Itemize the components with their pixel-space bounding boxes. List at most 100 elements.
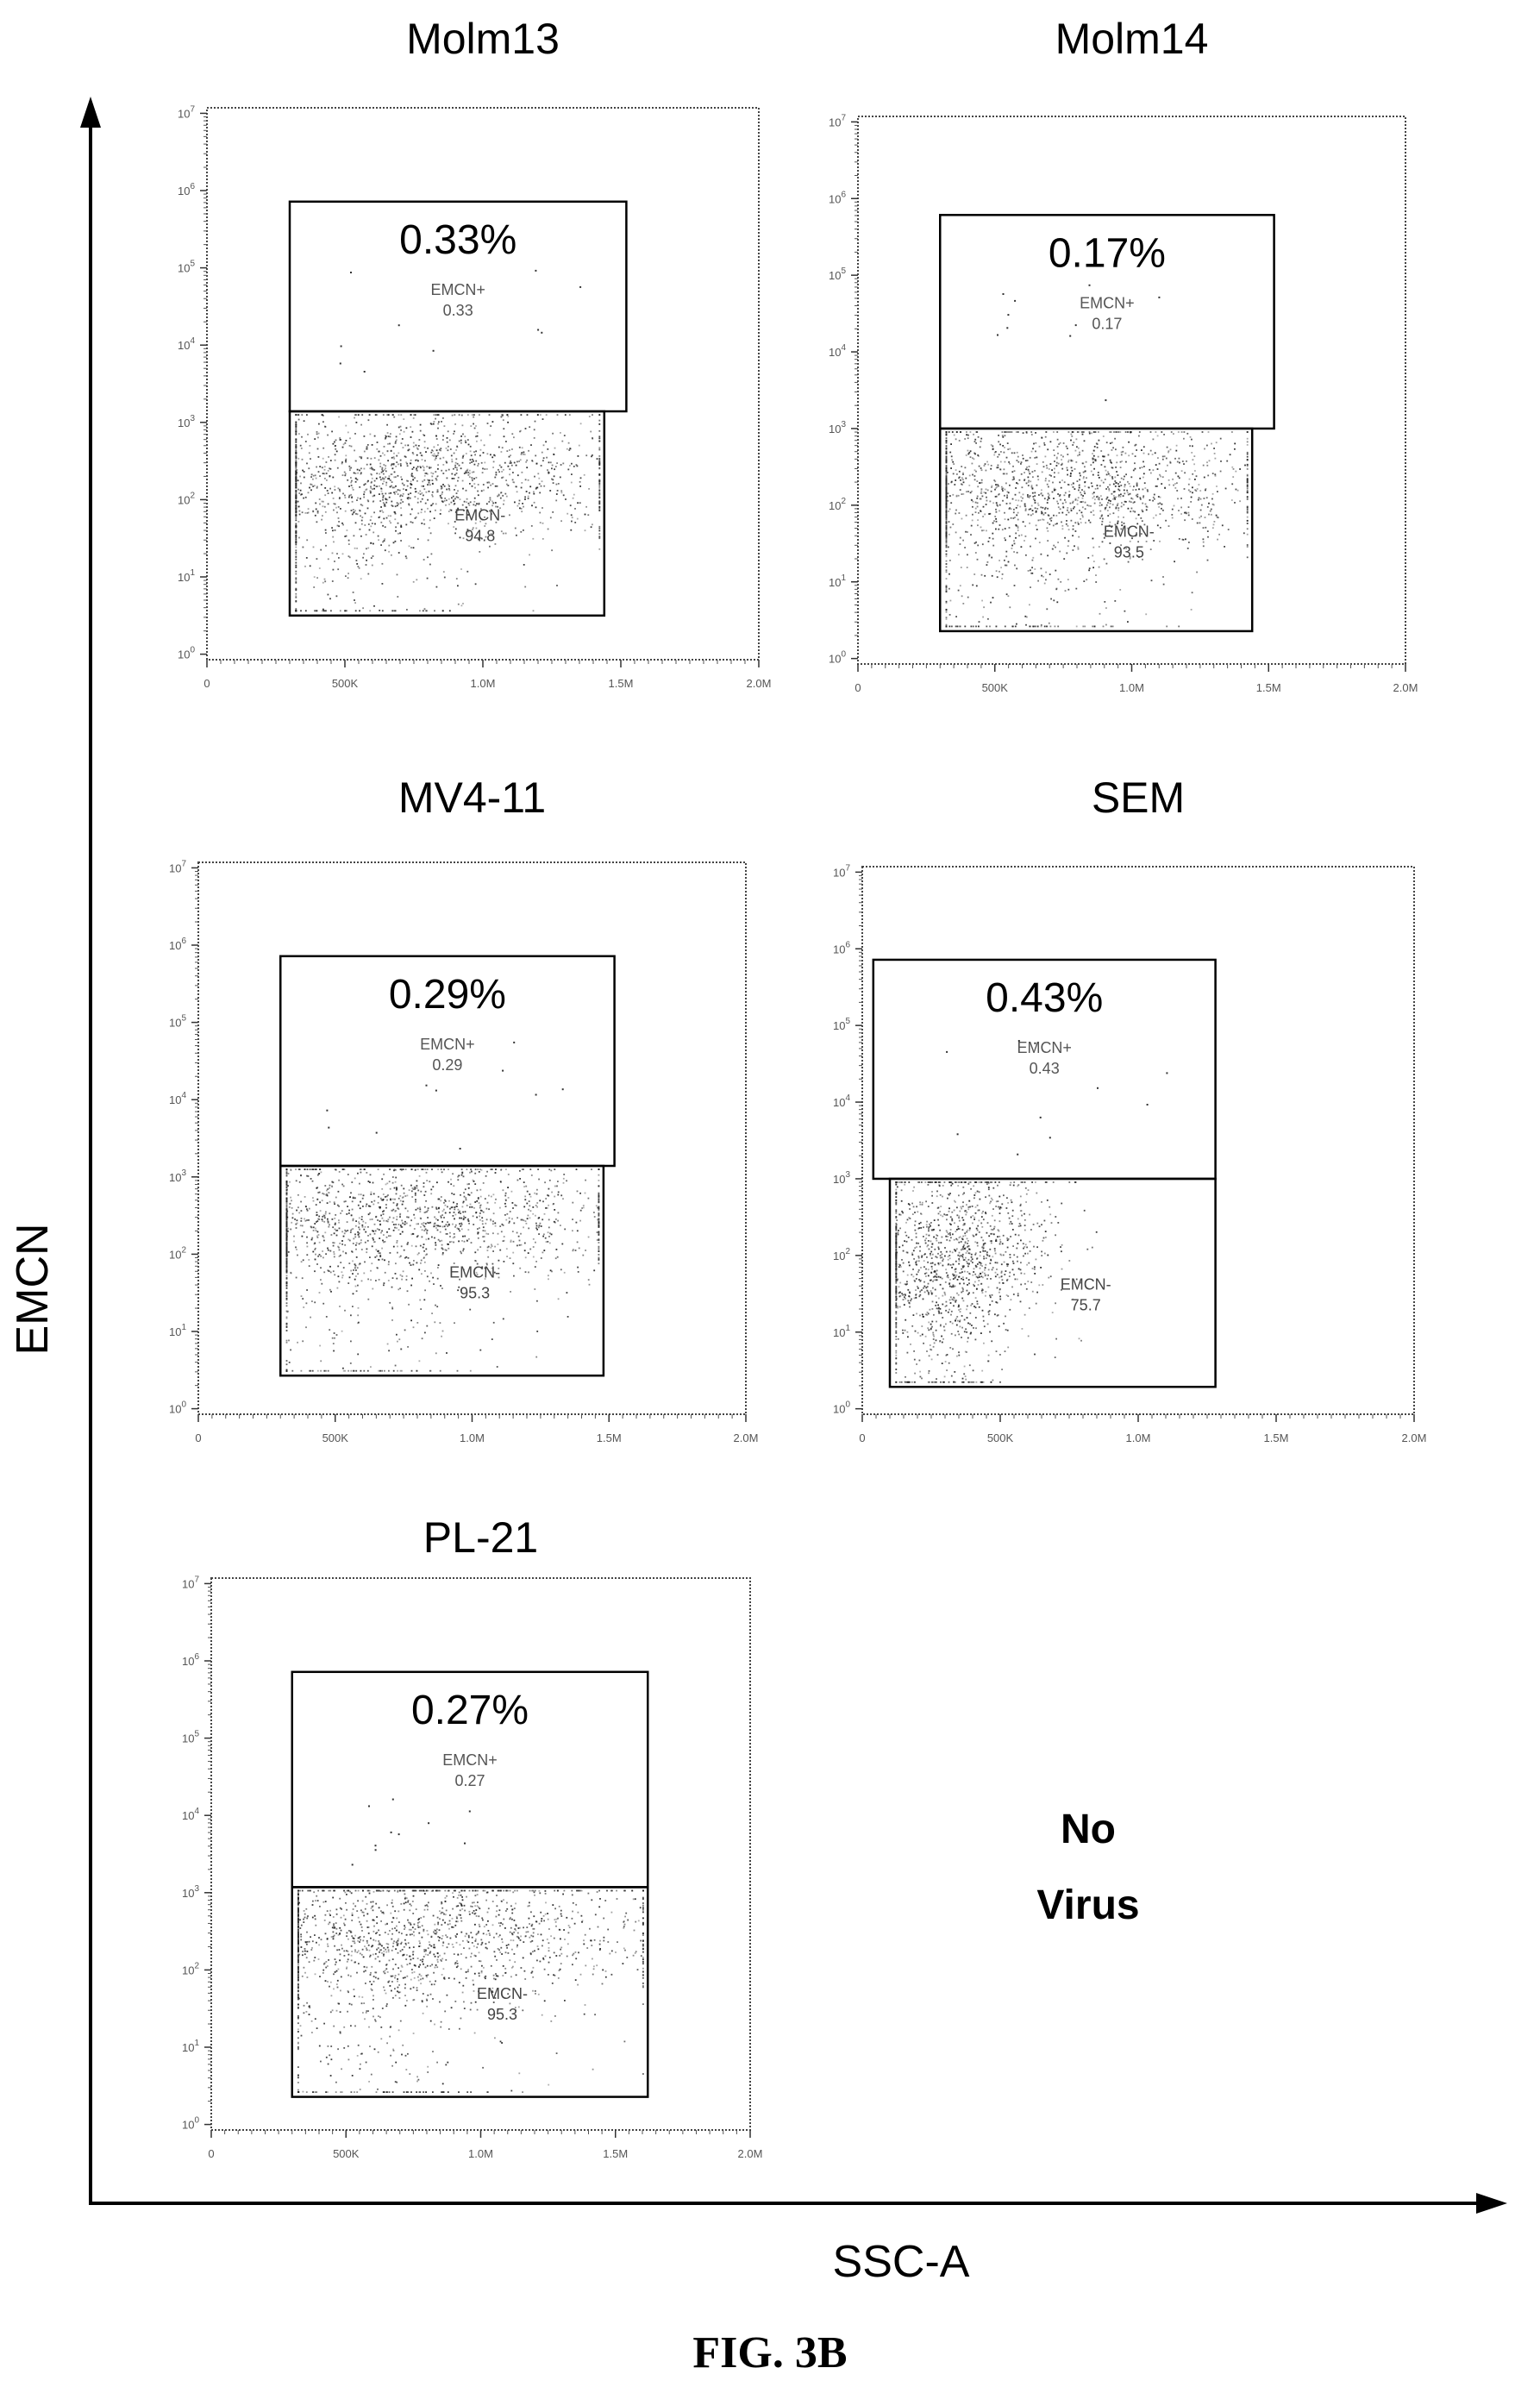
event-dot bbox=[486, 1201, 489, 1204]
event-dot bbox=[945, 492, 948, 494]
event-dot bbox=[474, 510, 476, 512]
event-dot bbox=[1202, 538, 1205, 541]
event-dot bbox=[449, 1207, 451, 1210]
event-dot bbox=[297, 1193, 299, 1196]
event-dot bbox=[379, 485, 380, 487]
event-dot bbox=[392, 446, 395, 448]
event-dot bbox=[1032, 496, 1035, 498]
event-dot bbox=[945, 440, 948, 442]
event-dot bbox=[505, 441, 507, 442]
event-dot bbox=[355, 1290, 358, 1293]
event-dot bbox=[471, 477, 473, 479]
event-dot bbox=[479, 414, 480, 416]
event-dot bbox=[497, 1243, 499, 1245]
event-dot bbox=[1196, 522, 1199, 524]
event-dot bbox=[433, 453, 435, 455]
event-dot bbox=[385, 476, 387, 479]
event-dot bbox=[1027, 476, 1030, 479]
event-dot bbox=[993, 520, 995, 523]
event-dot bbox=[423, 1230, 426, 1231]
event-dot bbox=[578, 1247, 580, 1250]
event-dot bbox=[1134, 467, 1136, 470]
event-dot bbox=[574, 1250, 577, 1251]
event-dot bbox=[328, 456, 329, 458]
event-dot bbox=[348, 445, 351, 447]
event-dot bbox=[519, 1178, 521, 1180]
event-dot bbox=[454, 498, 456, 500]
event-dot bbox=[535, 486, 538, 489]
event-dot bbox=[391, 610, 394, 612]
event-dot bbox=[295, 1180, 297, 1182]
event-dot-positive bbox=[1158, 296, 1161, 298]
event-dot bbox=[368, 414, 371, 416]
event-dot bbox=[494, 476, 497, 479]
event-dot bbox=[352, 1228, 354, 1230]
event-dot bbox=[1136, 483, 1138, 485]
event-dot bbox=[295, 589, 297, 591]
event-dot bbox=[477, 1249, 479, 1251]
event-dot bbox=[998, 510, 1000, 512]
event-dot bbox=[414, 477, 416, 479]
event-dot bbox=[1032, 448, 1034, 450]
event-dot bbox=[576, 1190, 579, 1193]
event-dot bbox=[360, 1249, 363, 1250]
event-dot bbox=[538, 1178, 540, 1181]
event-dot bbox=[1004, 460, 1006, 463]
event-dot bbox=[1205, 497, 1208, 499]
event-dot bbox=[1159, 496, 1161, 498]
event-dot bbox=[420, 1190, 423, 1193]
event-dot bbox=[359, 1168, 361, 1170]
event-dot bbox=[480, 439, 482, 442]
event-dot bbox=[1005, 555, 1008, 558]
event-dot bbox=[404, 1207, 407, 1210]
event-dot bbox=[535, 462, 538, 465]
event-dot bbox=[453, 504, 455, 505]
event-dot bbox=[387, 414, 390, 416]
event-dot bbox=[984, 574, 986, 577]
event-dot bbox=[1004, 511, 1005, 514]
event-dot bbox=[1138, 488, 1140, 491]
event-dot bbox=[295, 500, 297, 503]
event-dot bbox=[338, 498, 341, 500]
event-dot bbox=[502, 532, 504, 535]
event-dot bbox=[410, 1184, 412, 1187]
event-dot bbox=[1022, 493, 1024, 496]
event-dot bbox=[471, 1171, 473, 1173]
event-dot bbox=[556, 1256, 559, 1258]
event-dot bbox=[350, 1214, 353, 1217]
event-dot bbox=[390, 492, 392, 494]
event-dot bbox=[980, 479, 983, 481]
event-dot bbox=[598, 1208, 600, 1211]
event-dot bbox=[347, 502, 349, 504]
event-dot bbox=[1054, 467, 1055, 470]
event-dot bbox=[598, 419, 601, 422]
event-dot bbox=[572, 1201, 574, 1204]
event-dot bbox=[992, 537, 994, 540]
event-dot bbox=[363, 491, 366, 493]
event-dot bbox=[311, 1180, 314, 1182]
event-dot bbox=[542, 457, 545, 460]
event-dot bbox=[947, 472, 948, 473]
event-dot bbox=[396, 1188, 398, 1191]
event-dot bbox=[456, 445, 458, 448]
event-dot bbox=[475, 435, 477, 438]
event-dot bbox=[339, 488, 341, 491]
event-dot-positive bbox=[997, 334, 998, 336]
event-dot bbox=[360, 504, 362, 506]
event-dot bbox=[951, 625, 953, 628]
event-dot bbox=[1097, 495, 1099, 498]
event-dot bbox=[598, 505, 601, 508]
event-dot bbox=[512, 1207, 514, 1209]
event-dot bbox=[1097, 487, 1099, 490]
event-dot bbox=[334, 441, 335, 443]
event-dot bbox=[315, 610, 317, 612]
event-dot bbox=[329, 1184, 331, 1187]
event-dot bbox=[396, 1187, 398, 1188]
event-dot bbox=[966, 491, 967, 493]
event-dot bbox=[1149, 449, 1152, 452]
event-dot bbox=[434, 1222, 436, 1225]
event-dot bbox=[379, 1220, 381, 1222]
event-dot bbox=[1129, 500, 1130, 503]
event-dot bbox=[381, 492, 384, 495]
event-dot bbox=[1018, 492, 1021, 494]
